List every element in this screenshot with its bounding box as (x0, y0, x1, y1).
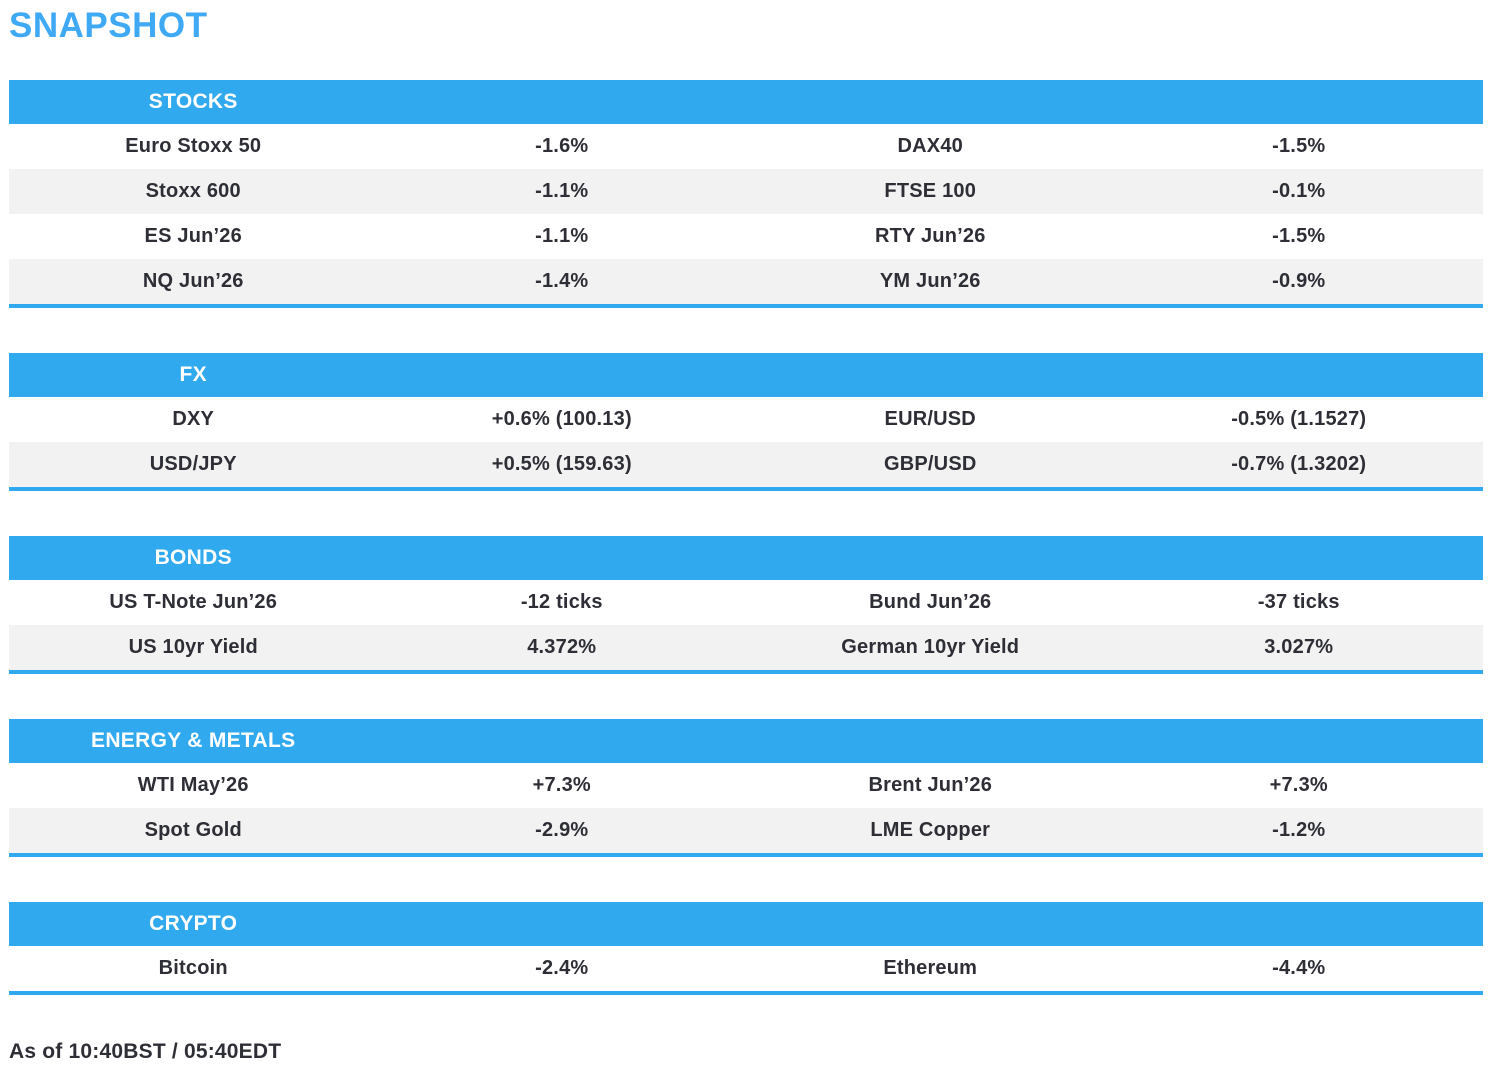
section-stocks: STOCKS Euro Stoxx 50 -1.6% DAX40 -1.5% Stoxx … (9, 80, 1483, 308)
instrument-value: 4.372% (527, 636, 597, 658)
section-header-label: ENERGY & METALS (91, 729, 296, 752)
instrument-value: -0.7% (1.3202) (1231, 453, 1367, 475)
instrument-value: -2.9% (535, 819, 589, 841)
table-row: US 10yr Yield 4.372% German 10yr Yield 3.02… (9, 625, 1483, 670)
table-row: Bitcoin -2.4% Ethereum -4.4% (9, 946, 1483, 991)
table-row: NQ Jun’26 -1.4% YM Jun’26 -0.9% (9, 259, 1483, 304)
section-bonds: BONDS US T-Note Jun’26 -12 ticks Bund Jun’2… (9, 536, 1483, 674)
section-fx: FX DXY +0.6% (100.13) EUR/USD -0.5% (1.1527)… (9, 353, 1483, 491)
instrument-label: DAX40 (897, 135, 963, 157)
instrument-label: WTI May’26 (137, 774, 249, 796)
instrument-label: Spot Gold (144, 819, 242, 841)
market-sections: STOCKS Euro Stoxx 50 -1.6% DAX40 -1.5% Stoxx … (9, 80, 1483, 995)
instrument-value: 3.027% (1264, 636, 1334, 658)
instrument-label: LME Copper (870, 819, 991, 841)
instrument-value: -0.5% (1.1527) (1231, 408, 1367, 430)
instrument-value: +0.6% (100.13) (491, 408, 632, 430)
section-crypto: CRYPTO Bitcoin -2.4% Ethereum -4.4% (9, 902, 1483, 995)
table-row: USD/JPY +0.5% (159.63) GBP/USD -0.7% (1.320… (9, 442, 1483, 487)
instrument-value: -37 ticks (1257, 591, 1340, 613)
instrument-label: Bitcoin (158, 957, 228, 979)
instrument-value: -12 ticks (520, 591, 603, 613)
instrument-label: Ethereum (883, 957, 978, 979)
section-header-bar: ENERGY & METALS (9, 719, 1483, 763)
instrument-label: Stoxx 600 (145, 180, 241, 202)
instrument-label: YM Jun’26 (879, 270, 981, 292)
instrument-value: -0.9% (1272, 270, 1326, 292)
instrument-label: Bund Jun’26 (869, 591, 992, 613)
instrument-label: USD/JPY (149, 453, 237, 475)
section-header-label: STOCKS (148, 90, 238, 113)
instrument-label: EUR/USD (884, 408, 976, 430)
instrument-label: RTY Jun’26 (874, 225, 986, 247)
table-row: US T-Note Jun’26 -12 ticks Bund Jun’26 -37 … (9, 580, 1483, 625)
instrument-label: NQ Jun’26 (142, 270, 244, 292)
instrument-label: US 10yr Yield (128, 636, 258, 658)
instrument-value: -1.5% (1272, 135, 1326, 157)
table-row: DXY +0.6% (100.13) EUR/USD -0.5% (1.1527) (9, 397, 1483, 442)
page-title: SNAPSHOT (9, 6, 208, 45)
snapshot-page: SNAPSHOT STOCKS Euro Stoxx 50 -1.6% DAX40 -1… (0, 6, 1492, 1064)
instrument-label: FTSE 100 (884, 180, 977, 202)
section-header-label: CRYPTO (149, 912, 238, 935)
section-energy-metals: ENERGY & METALS WTI May’26 +7.3% Brent Jun’… (9, 719, 1483, 857)
instrument-value: -2.4% (535, 957, 589, 979)
instrument-label: Brent Jun’26 (868, 774, 993, 796)
timestamp-footer: As of 10:40BST / 05:40EDT (9, 1040, 282, 1063)
instrument-label: Euro Stoxx 50 (125, 135, 262, 157)
table-row: WTI May’26 +7.3% Brent Jun’26 +7.3% (9, 763, 1483, 808)
section-header-bar: STOCKS (9, 80, 1483, 124)
instrument-label: GBP/USD (883, 453, 977, 475)
table-row: Spot Gold -2.9% LME Copper -1.2% (9, 808, 1483, 853)
section-header-bar: BONDS (9, 536, 1483, 580)
instrument-value: -1.4% (535, 270, 589, 292)
instrument-value: -4.4% (1272, 957, 1326, 979)
section-header-bar: CRYPTO (9, 902, 1483, 946)
instrument-value: -1.6% (535, 135, 589, 157)
table-row: Euro Stoxx 50 -1.6% DAX40 -1.5% (9, 124, 1483, 169)
instrument-value: +7.3% (1269, 774, 1328, 796)
instrument-value: +0.5% (159.63) (491, 453, 632, 475)
instrument-value: -1.1% (535, 225, 589, 247)
table-row: Stoxx 600 -1.1% FTSE 100 -0.1% (9, 169, 1483, 214)
instrument-value: -0.1% (1272, 180, 1326, 202)
instrument-label: German 10yr Yield (841, 636, 1020, 658)
instrument-label: DXY (172, 408, 215, 430)
instrument-value: -1.1% (535, 180, 589, 202)
section-header-label: FX (179, 363, 207, 386)
section-header-label: BONDS (154, 546, 232, 569)
instrument-value: +7.3% (532, 774, 591, 796)
instrument-label: ES Jun’26 (144, 225, 242, 247)
instrument-label: US T-Note Jun’26 (109, 591, 278, 613)
section-header-bar: FX (9, 353, 1483, 397)
instrument-value: -1.2% (1272, 819, 1326, 841)
instrument-value: -1.5% (1272, 225, 1326, 247)
table-row: ES Jun’26 -1.1% RTY Jun’26 -1.5% (9, 214, 1483, 259)
